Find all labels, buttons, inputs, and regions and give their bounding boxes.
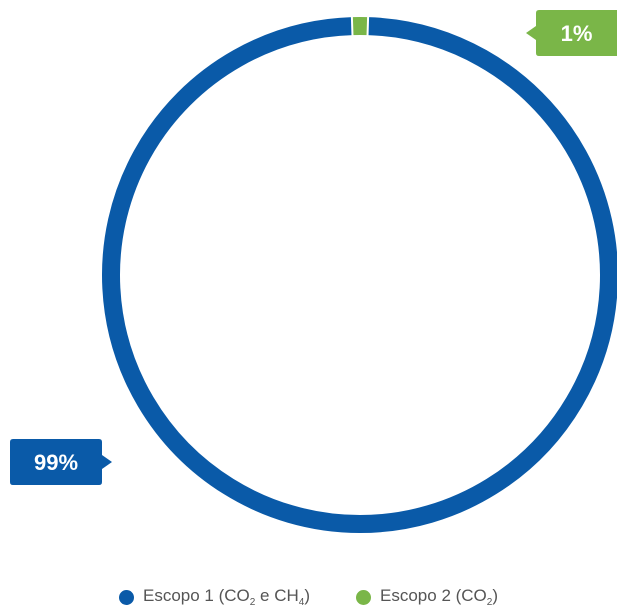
legend-item-escopo-1: Escopo 1 (CO2 e CH4) — [118, 586, 311, 608]
legend-swatch — [118, 589, 134, 605]
data-label-escopo-2-text: 1% — [561, 21, 593, 46]
legend-swatch — [356, 589, 372, 605]
data-label-escopo-1-bubble — [10, 439, 112, 485]
data-labels: 1% 99% — [10, 10, 617, 485]
data-label-escopo-2: 1% — [526, 10, 617, 56]
legend-label: Escopo 1 (CO2 e CH4) — [142, 586, 311, 608]
data-label-escopo-1-text: 99% — [34, 450, 78, 475]
slice-escopo-1 — [102, 17, 617, 533]
legend-item-escopo-2: Escopo 2 (CO2) — [356, 586, 498, 608]
data-label-escopo-2-bubble — [526, 10, 617, 56]
slice-separator — [366, 8, 370, 45]
slice-separator — [350, 8, 354, 45]
data-label-escopo-1: 99% — [10, 439, 112, 485]
donut-slices — [102, 8, 617, 533]
legend-label: Escopo 2 (CO2) — [380, 586, 499, 608]
legend: Escopo 1 (CO2 e CH4) Escopo 2 (CO2) — [0, 586, 617, 608]
